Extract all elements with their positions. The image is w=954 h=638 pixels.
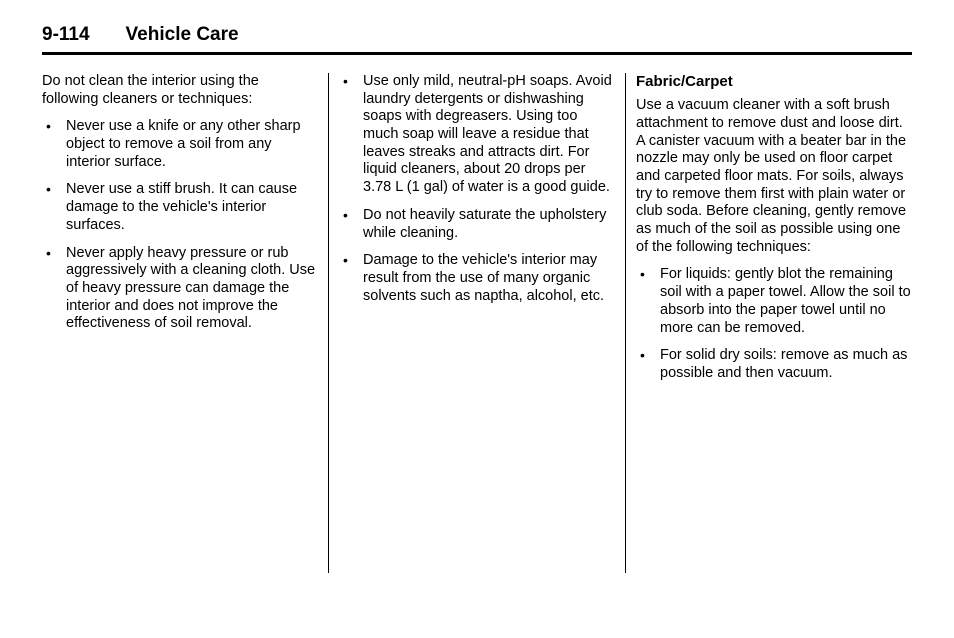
section-title: Vehicle Care — [126, 24, 239, 46]
list-item: For solid dry soils: remove as much as p… — [636, 347, 912, 382]
column-1: Do not clean the interior using the foll… — [42, 73, 328, 573]
list-item: For liquids: gently blot the remaining s… — [636, 266, 912, 337]
columns: Do not clean the interior using the foll… — [42, 73, 912, 573]
col3-intro: Use a vacuum cleaner with a soft brush a… — [636, 97, 912, 256]
page-number: 9-114 — [42, 24, 90, 46]
manual-page: 9-114 Vehicle Care Do not clean the inte… — [0, 0, 954, 593]
col3-subhead: Fabric/Carpet — [636, 73, 912, 91]
list-item: Do not heavily saturate the upholstery w… — [339, 207, 615, 242]
col3-list: For liquids: gently blot the remaining s… — [636, 266, 912, 382]
column-3: Fabric/Carpet Use a vacuum cleaner with … — [626, 73, 912, 573]
list-item: Never use a knife or any other sharp obj… — [42, 118, 318, 171]
col1-list: Never use a knife or any other sharp obj… — [42, 118, 318, 333]
column-2: Use only mild, neutral-pH soaps. Avoid l… — [329, 73, 625, 573]
page-header: 9-114 Vehicle Care — [42, 24, 912, 55]
col2-list: Use only mild, neutral-pH soaps. Avoid l… — [339, 73, 615, 305]
list-item: Use only mild, neutral-pH soaps. Avoid l… — [339, 73, 615, 197]
list-item: Never apply heavy pressure or rub aggres… — [42, 245, 318, 333]
list-item: Never use a stiff brush. It can cause da… — [42, 181, 318, 234]
list-item: Damage to the vehicle's interior may res… — [339, 252, 615, 305]
col1-intro: Do not clean the interior using the foll… — [42, 73, 318, 108]
